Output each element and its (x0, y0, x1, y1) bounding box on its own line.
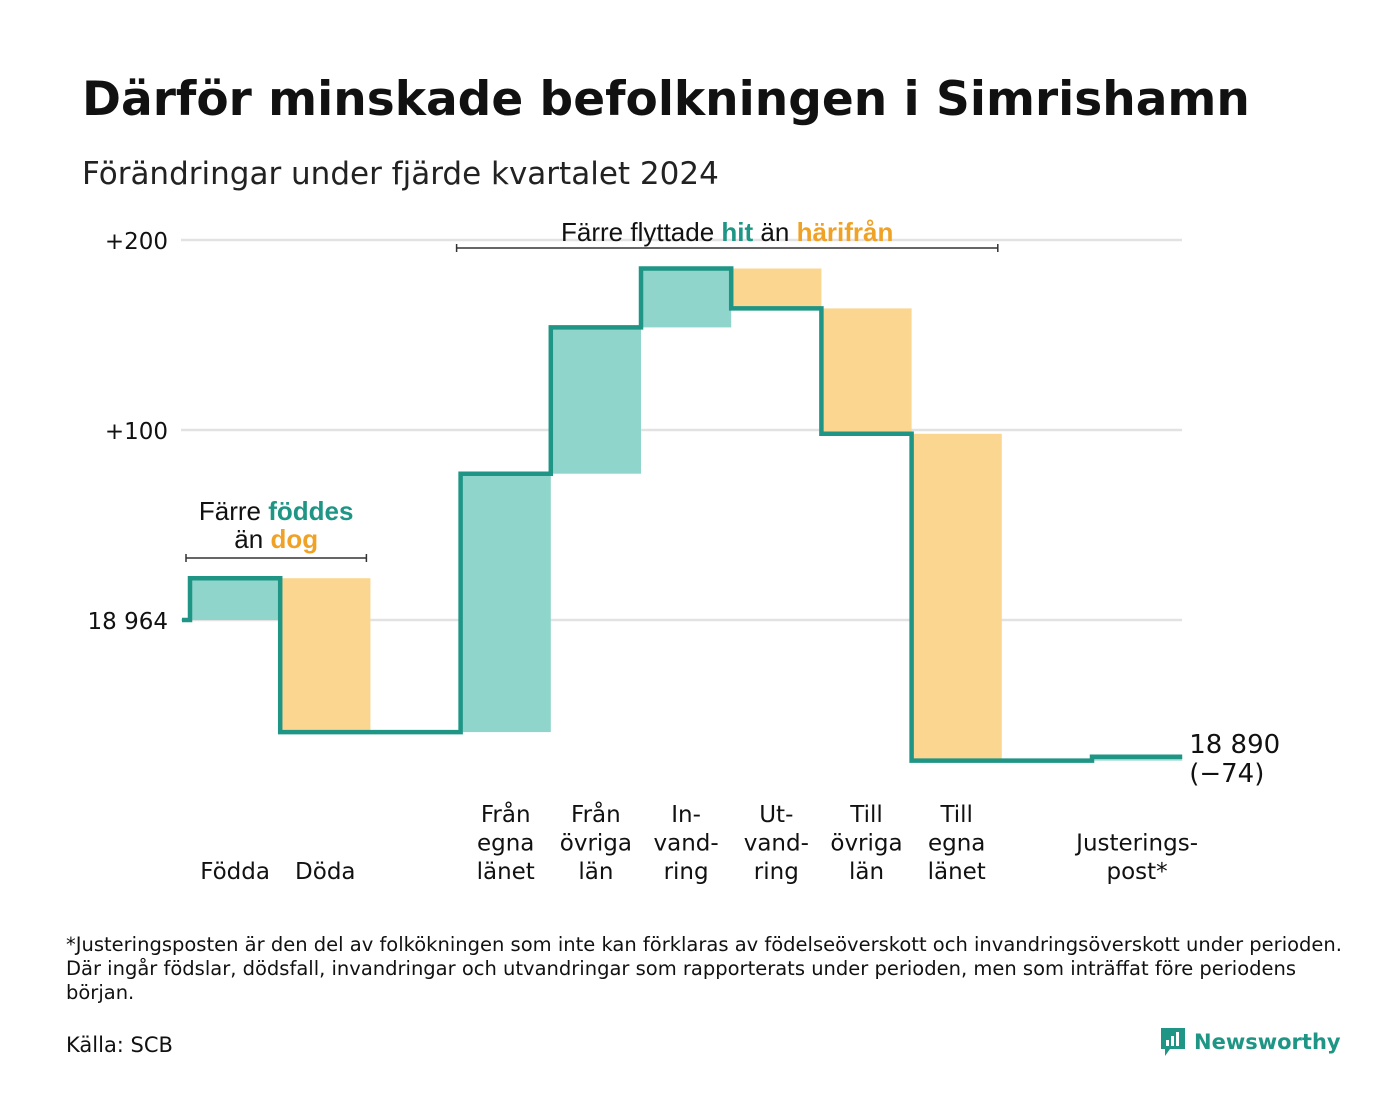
births-annotation-highlight: dog (270, 524, 318, 554)
x-tick-label: Till (849, 802, 883, 828)
bar-till-övriga-län (821, 308, 912, 434)
x-tick-label: Födda (200, 859, 270, 885)
migration-annotation: Färre flyttade hit än härifrån (561, 217, 893, 247)
annotations: Färre föddes än dog Färre flyttade hit ä… (185, 217, 999, 562)
y-tick-label: +200 (105, 229, 168, 255)
x-tick-label: Från (481, 800, 531, 828)
bar-födda (190, 578, 281, 620)
x-tick-label: In- (671, 802, 701, 828)
x-tick-label: Från (571, 800, 621, 828)
bars (190, 268, 1183, 761)
migration-annotation-highlight: härifrån (797, 217, 894, 247)
x-tick-label: egna (477, 831, 534, 857)
chart-subtitle: Förändringar under fjärde kvartalet 2024 (82, 156, 719, 192)
migration-annotation-text: än (760, 217, 789, 247)
footnote: *Justeringsposten är den del av folkökni… (66, 933, 1342, 1004)
x-tick-label: ring (754, 859, 799, 885)
newsworthy-icon (1161, 1028, 1185, 1056)
bar-ut-vand-ring (731, 268, 822, 309)
x-tick-label: Ut- (759, 802, 793, 828)
brand-logo: Newsworthy (1158, 1026, 1341, 1058)
chart-title: Därför minskade befolkningen i Simrisham… (82, 72, 1250, 127)
x-tick-label: län (849, 859, 884, 885)
x-tick-label: övriga (560, 831, 632, 857)
y-tick-label: 18 964 (88, 609, 168, 635)
x-tick-label: länet (928, 859, 986, 885)
x-tick-label: övriga (830, 831, 902, 857)
x-tick-label: Döda (295, 859, 355, 885)
births-annotation-highlight: föddes (268, 496, 353, 526)
x-tick-label: län (578, 859, 613, 885)
y-tick-label: +100 (105, 419, 168, 445)
bar-till-egna-länet (911, 433, 1002, 761)
x-tick-label: Till (939, 802, 973, 828)
births-annotation-text: än (234, 524, 263, 554)
x-axis-labels: Födda DödaFrånegnalänetFrånövrigalänIn-va… (200, 800, 1198, 885)
bar-från-egna-länet (460, 473, 551, 733)
births-annotation-text: Färre (199, 496, 261, 526)
source-label: Källa: SCB (66, 1033, 173, 1057)
population-step-line (182, 266, 1183, 763)
births-annotation-line2: än dog (234, 524, 318, 554)
end-change-label: (−74) (1189, 759, 1264, 789)
migration-annotation-text: Färre flyttade (561, 217, 714, 247)
x-tick-label: länet (477, 859, 535, 885)
waterfall-chart: +200 +100 18 964 Färre föddes än dog Färre… (88, 217, 1281, 885)
births-annotation-line1: Färre föddes (199, 496, 354, 526)
x-tick-label: Justerings- (1074, 831, 1198, 857)
x-tick-label: vand- (744, 831, 809, 857)
migration-annotation-highlight: hit (721, 217, 753, 247)
x-tick-label: egna (928, 831, 985, 857)
bar-döda (280, 578, 371, 733)
x-tick-label: ring (664, 859, 709, 885)
x-tick-label: post* (1107, 859, 1168, 885)
bar-in-vand-ring (641, 268, 732, 328)
brand-name: Newsworthy (1194, 1030, 1341, 1054)
bar-från-övriga-län (550, 327, 641, 474)
y-axis-labels: +200 +100 18 964 (88, 229, 168, 635)
end-value-label: 18 890 (1189, 730, 1280, 760)
x-tick-label: vand- (654, 831, 719, 857)
